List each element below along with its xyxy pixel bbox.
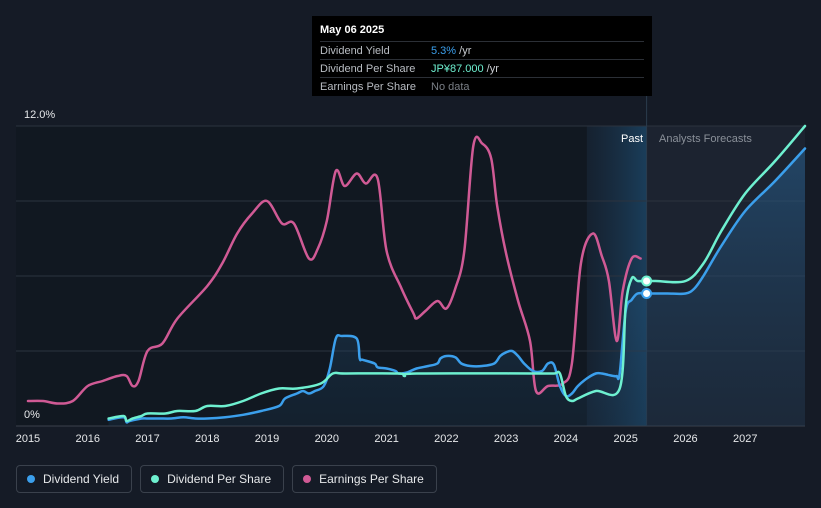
x-tick-label: 2024: [554, 433, 578, 445]
x-axis: 2015 2016 2017 2018 2019 2020 2021 2022 2023 2024…: [16, 433, 758, 445]
dividend-per-share-marker: [641, 275, 653, 287]
y-tick-label: 0%: [24, 409, 40, 421]
x-tick-label: 2015: [16, 433, 40, 445]
legend: Dividend Yield Dividend Per Share Earnin…: [16, 465, 437, 493]
dividend-yield-line: [107, 147, 807, 424]
x-tick-label: 2021: [374, 433, 398, 445]
current-markers: [641, 275, 653, 299]
tooltip-suffix: /yr: [483, 62, 499, 75]
legend-dot: [27, 475, 35, 483]
x-tick-label: 2019: [255, 433, 279, 445]
hover-tooltip: May 06 2025 Dividend Yield 5.3% /yr Divi…: [312, 16, 652, 96]
tooltip-label: Dividend Per Share: [320, 62, 416, 75]
tooltip-label: Earnings Per Share: [320, 80, 416, 93]
legend-item-dividend-per-share[interactable]: Dividend Per Share: [140, 465, 285, 493]
legend-label: Earnings Per Share: [319, 472, 424, 486]
x-tick-label: 2018: [195, 433, 219, 445]
dividend-yield-area: [108, 148, 806, 426]
x-tick-label: 2020: [315, 433, 339, 445]
x-tick-label: 2022: [434, 433, 458, 445]
x-tick-label: 2026: [673, 433, 697, 445]
x-tick-label: 2017: [135, 433, 159, 445]
x-tick-label: 2016: [75, 433, 99, 445]
legend-item-dividend-yield[interactable]: Dividend Yield: [16, 465, 133, 493]
tooltip-date: May 06 2025: [320, 24, 385, 36]
y-axis: 12.0% 0%: [24, 109, 55, 421]
x-tick-label: 2025: [613, 433, 637, 445]
tooltip-row-dividend-per-share: Dividend Per Share JP¥87.000 /yr: [320, 59, 644, 77]
dividend-yield-marker: [641, 288, 653, 299]
tooltip-suffix: /yr: [456, 44, 472, 57]
forecast-label: Analysts Forecasts: [659, 133, 752, 145]
tooltip-row-earnings-per-share: Earnings Per Share No data: [320, 77, 644, 95]
tooltip-value: No data: [431, 80, 470, 93]
legend-dot: [303, 475, 312, 483]
tooltip-label: Dividend Yield: [320, 44, 390, 57]
past-label: Past: [621, 133, 643, 145]
tooltip-value: JP¥87.000: [431, 62, 484, 75]
legend-label: Dividend Per Share: [167, 472, 272, 486]
series-areas: [108, 148, 806, 426]
legend-label: Dividend Yield: [43, 472, 120, 486]
x-tick-label: 2027: [733, 433, 757, 445]
y-tick-label: 12.0%: [24, 109, 55, 121]
legend-dot: [151, 475, 160, 483]
tooltip-value: 5.3%: [431, 44, 457, 57]
legend-item-earnings-per-share[interactable]: Earnings Per Share: [292, 465, 437, 493]
tooltip-row-dividend-yield: Dividend Yield 5.3% /yr: [320, 41, 644, 59]
x-tick-label: 2023: [494, 433, 518, 445]
